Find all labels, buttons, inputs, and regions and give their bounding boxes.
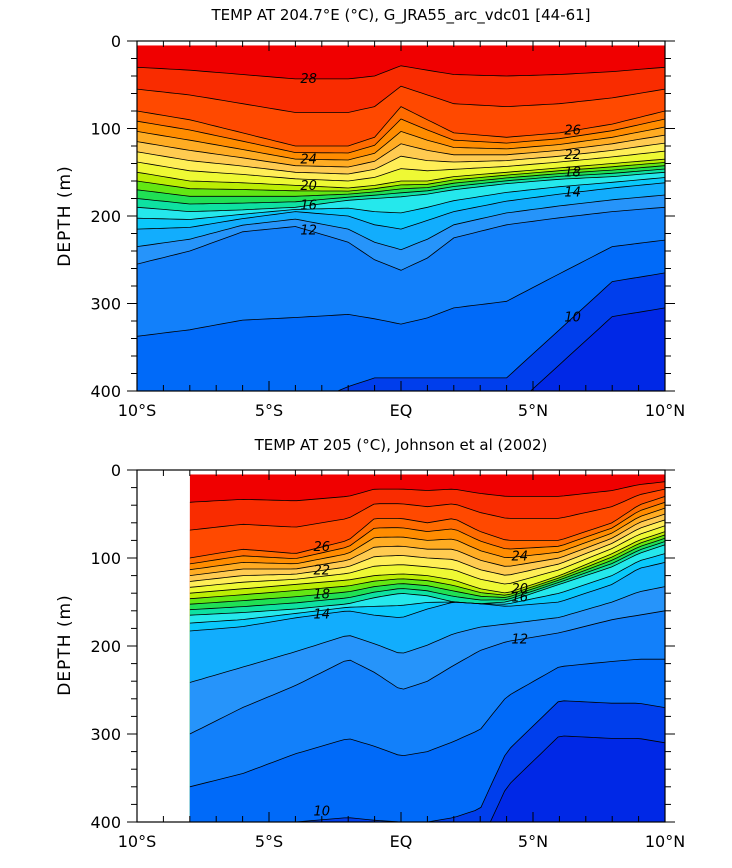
isotherm-28 (137, 65, 665, 80)
isotherm-14 (137, 182, 665, 230)
y-tick-label: 400 (90, 382, 121, 401)
y-tick-label: 0 (111, 32, 121, 51)
y-axis-label: DEPTH (m) (55, 594, 75, 695)
x-tick-label: 10°S (118, 401, 157, 420)
contour-label-26: 26 (314, 540, 331, 555)
y-tick-label: 100 (90, 549, 121, 568)
contour-label-18: 18 (314, 587, 331, 602)
isotherm-16 (189, 544, 666, 616)
contour-label-14: 14 (564, 186, 581, 201)
contour-label-26: 26 (564, 124, 581, 139)
isotherm-18 (137, 165, 665, 197)
panel-model: TEMP AT 204.7°E (°C), G_JRA55_arc_vdc01 … (55, 6, 685, 420)
isotherm-14 (189, 562, 666, 632)
isotherm-26 (137, 106, 665, 147)
isotherm-12 (137, 206, 665, 271)
isotherm-13 (189, 586, 666, 683)
x-tick-label: EQ (390, 401, 413, 420)
x-tick-label: 10°N (645, 401, 685, 420)
panel-observations: TEMP AT 205 (°C), Johnson et al (2002) D… (55, 436, 685, 851)
isotherm-19 (137, 162, 665, 192)
x-tick-label: 10°N (645, 832, 685, 851)
x-tick-label: 5°N (518, 832, 548, 851)
isotherm-25 (137, 118, 665, 154)
x-tick-label: 5°N (518, 401, 548, 420)
isotherm-23 (189, 513, 666, 576)
x-tick-label: 5°S (255, 401, 283, 420)
chart-title: TEMP AT 205 (°C), Johnson et al (2002) (254, 436, 548, 454)
isotherm-17 (137, 168, 665, 205)
isotherm-28 (189, 481, 666, 503)
isotherm-27 (189, 488, 666, 531)
isotherm-24 (137, 126, 665, 161)
isotherm-21 (189, 525, 666, 588)
isotherm-15 (137, 177, 665, 220)
isotherm-16 (137, 171, 665, 213)
isotherm-10 (294, 700, 666, 822)
contour-label-12: 12 (512, 632, 529, 647)
isotherm-21 (137, 150, 665, 182)
isotherm-9 (529, 307, 665, 391)
contour-label-22: 22 (314, 564, 331, 579)
isotherm-25 (189, 501, 666, 565)
x-tick-label: EQ (390, 832, 413, 851)
y-tick-label: 100 (90, 120, 121, 139)
contour-label-24: 24 (300, 152, 317, 167)
contour-label-14: 14 (314, 607, 331, 622)
isotherm-20 (189, 531, 666, 594)
contour-label-10: 10 (564, 311, 581, 326)
y-tick-label: 200 (90, 207, 121, 226)
contour-label-18: 18 (564, 166, 581, 181)
x-tick-label: 5°S (255, 832, 283, 851)
isotherm-13 (137, 194, 665, 251)
isotherm-12 (189, 610, 666, 735)
isotherm-15 (189, 553, 666, 624)
isotherm-20 (137, 158, 665, 189)
isotherm-10 (336, 272, 665, 391)
isotherm-11 (189, 658, 665, 788)
y-tick-label: 200 (90, 637, 121, 656)
isotherm-24 (189, 507, 666, 571)
isotherm-9 (489, 735, 666, 822)
isotherm-11 (137, 239, 665, 337)
chart-title: TEMP AT 204.7°E (°C), G_JRA55_arc_vdc01 … (210, 6, 590, 25)
isotherm-22 (137, 142, 665, 175)
contour-label-20: 20 (512, 582, 529, 597)
isotherm-22 (189, 519, 666, 582)
y-tick-label: 400 (90, 813, 121, 832)
y-tick-label: 0 (111, 461, 121, 480)
contour-label-12: 12 (300, 223, 317, 238)
x-tick-label: 10°S (118, 832, 157, 851)
temperature-band-9 (530, 307, 665, 391)
y-axis-label: DEPTH (m) (55, 165, 75, 266)
y-tick-label: 300 (90, 725, 121, 744)
isotherm-26 (189, 496, 666, 559)
contour-label-10: 10 (314, 804, 331, 819)
contour-label-24: 24 (512, 550, 529, 565)
isotherm-18 (189, 537, 666, 605)
y-tick-label: 300 (90, 295, 121, 314)
temperature-field (189, 474, 666, 822)
temperature-field (137, 45, 665, 391)
isotherm-19 (189, 534, 666, 600)
contour-label-28: 28 (300, 72, 317, 87)
contour-label-16: 16 (512, 591, 529, 606)
temperature-band-9 (490, 736, 665, 822)
isotherm-17 (189, 541, 666, 611)
isotherm-23 (137, 134, 665, 168)
contour-label-16: 16 (300, 199, 317, 214)
contour-label-20: 20 (300, 179, 317, 194)
contour-label-22: 22 (564, 148, 581, 163)
isotherm-27 (137, 85, 665, 113)
